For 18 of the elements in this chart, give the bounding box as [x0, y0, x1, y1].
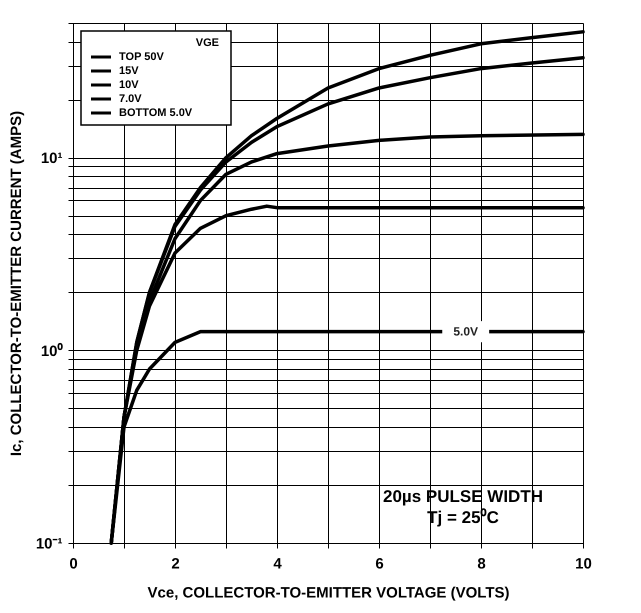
- y-tick-label: 10⁰: [40, 342, 64, 360]
- x-tick-label: 10: [575, 556, 592, 572]
- y-axis-title: Ic, COLLECTOR-TO-EMITTER CURRENT (AMPS): [8, 110, 25, 456]
- y-tick-label: 10¹: [40, 150, 62, 168]
- legend-label: TOP 50V: [119, 51, 165, 63]
- x-tick-label: 6: [375, 556, 384, 572]
- x-tick-label: 4: [273, 556, 282, 572]
- annotation: 5.0V: [453, 324, 478, 339]
- x-tick-label: 8: [477, 556, 486, 572]
- x-axis-title: Vce, COLLECTOR-TO-EMITTER VOLTAGE (VOLTS): [148, 584, 510, 602]
- legend-label: 15V: [119, 65, 140, 77]
- legend-label: BOTTOM 5.0V: [119, 107, 193, 119]
- legend-label: 7.0V: [119, 93, 142, 105]
- y-tick-label: 10⁻¹: [36, 536, 62, 552]
- x-tick-label: 2: [171, 556, 180, 572]
- x-tick-label: 0: [69, 556, 78, 572]
- legend-label: 10V: [119, 79, 140, 91]
- legend-title: VGE: [196, 37, 219, 49]
